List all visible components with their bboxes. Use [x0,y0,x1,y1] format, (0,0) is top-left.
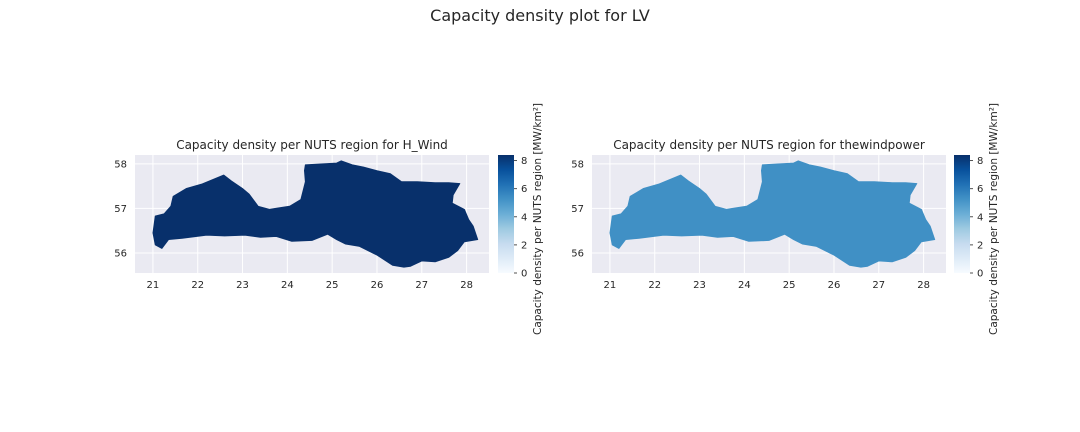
x-tick-label: 25 [326,280,339,291]
x-tick-label: 24 [281,280,294,291]
colorbar-tick-label: 2 [521,240,527,251]
x-tick-label: 28 [917,280,930,291]
colorbar-tick-label: 4 [521,212,527,223]
x-tick-label: 27 [872,280,885,291]
x-tick-label: 27 [415,280,428,291]
colorbar-tick-label: 2 [977,240,983,251]
colorbar [498,155,514,273]
colorbar-tick-label: 4 [977,212,983,223]
x-tick-label: 26 [371,280,384,291]
colorbar [954,155,970,273]
x-tick-label: 22 [648,280,661,291]
colorbar-label: Capacity density per NUTS region [MW/km²… [532,103,544,335]
region-lv [609,160,936,268]
x-tick-label: 24 [738,280,751,291]
colorbar-tick-label: 0 [977,269,983,280]
panel-title: Capacity density per NUTS region for the… [613,138,925,152]
x-tick-label: 22 [191,280,204,291]
x-tick-label: 28 [460,280,473,291]
colorbar-tick-label: 0 [521,269,527,280]
x-tick-label: 21 [604,280,617,291]
y-tick-label: 56 [571,248,584,259]
region-lv [152,160,479,268]
x-tick-label: 23 [693,280,706,291]
colorbar-tick-label: 6 [977,184,983,195]
y-tick-label: 57 [114,204,127,215]
x-tick-label: 21 [147,280,160,291]
x-tick-label: 25 [783,280,796,291]
x-tick-label: 23 [236,280,249,291]
y-tick-label: 58 [571,159,584,170]
figure-title: Capacity density plot for LV [430,6,650,25]
colorbar-tick-label: 8 [521,156,527,167]
colorbar-label: Capacity density per NUTS region [MW/km²… [988,103,1000,335]
y-tick-label: 58 [114,159,127,170]
y-tick-label: 57 [571,204,584,215]
panel-title: Capacity density per NUTS region for H_W… [176,138,448,152]
colorbar-tick-label: 8 [977,156,983,167]
colorbar-tick-label: 6 [521,184,527,195]
y-tick-label: 56 [114,248,127,259]
x-tick-label: 26 [828,280,841,291]
